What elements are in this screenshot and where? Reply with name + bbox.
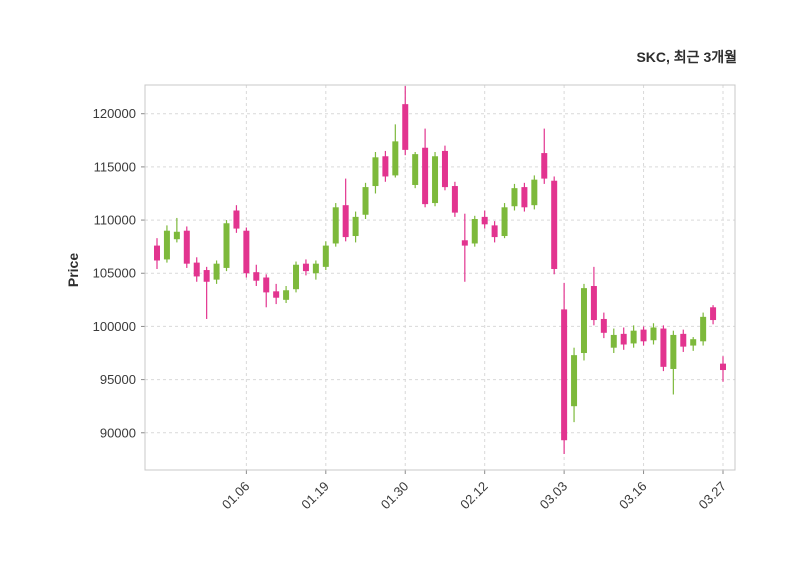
candle xyxy=(670,334,677,369)
candle xyxy=(561,309,568,441)
y-tick-label: 115000 xyxy=(94,159,136,174)
candle xyxy=(432,156,439,204)
candle xyxy=(481,216,488,225)
candle xyxy=(193,262,200,277)
candle xyxy=(293,264,300,290)
candle xyxy=(690,339,697,346)
candle xyxy=(720,363,726,371)
y-axis-label: Price xyxy=(65,252,81,288)
candle xyxy=(342,205,349,238)
candle xyxy=(422,147,429,205)
candle xyxy=(471,219,478,244)
candle xyxy=(551,180,558,269)
candle xyxy=(650,327,657,341)
candle xyxy=(610,334,617,348)
candle xyxy=(491,225,498,238)
x-tick-label: 01.30 xyxy=(378,479,412,513)
candle xyxy=(521,187,528,208)
candle xyxy=(580,288,587,354)
x-tick-label: 02.12 xyxy=(457,479,491,513)
candle xyxy=(243,230,250,274)
candle xyxy=(710,307,717,321)
candle xyxy=(322,245,329,267)
y-tick-label: 110000 xyxy=(94,213,136,228)
candle xyxy=(362,187,369,215)
chart-title: SKC, 최근 3개월 xyxy=(636,49,737,65)
plot-border xyxy=(144,84,736,471)
candle xyxy=(700,316,707,342)
candle xyxy=(183,230,190,264)
candle xyxy=(630,330,637,344)
candle xyxy=(660,328,667,367)
x-tick-label: 03.27 xyxy=(696,479,730,513)
y-tick-label: 120000 xyxy=(93,106,136,121)
candle xyxy=(203,270,210,282)
candle xyxy=(461,240,468,246)
candle xyxy=(163,230,170,260)
candle xyxy=(382,156,389,177)
candle xyxy=(372,157,379,187)
x-tick-label: 03.16 xyxy=(616,479,650,513)
candle xyxy=(253,272,260,281)
candle xyxy=(680,333,687,347)
candle xyxy=(392,141,399,176)
candle xyxy=(352,216,359,237)
candle xyxy=(451,186,458,213)
x-tick-label: 01.06 xyxy=(219,479,253,513)
candle xyxy=(173,231,180,240)
candle xyxy=(273,291,280,298)
candle xyxy=(312,263,319,274)
candle xyxy=(332,207,339,244)
candle xyxy=(541,153,548,179)
candle xyxy=(531,179,538,206)
y-tick-label: 90000 xyxy=(100,425,136,440)
y-tick-label: 100000 xyxy=(93,319,136,334)
candle xyxy=(412,154,419,185)
candle xyxy=(501,207,508,237)
candle xyxy=(640,329,647,342)
candle xyxy=(571,355,578,407)
y-tick-label: 105000 xyxy=(93,266,136,281)
candle xyxy=(283,290,290,300)
candle xyxy=(213,263,220,280)
y-tick-label: 95000 xyxy=(100,372,136,387)
candle xyxy=(223,223,230,268)
candle xyxy=(511,188,518,207)
candle xyxy=(233,210,240,229)
candle xyxy=(600,318,607,333)
candle xyxy=(620,333,627,345)
candle xyxy=(263,277,270,293)
x-tick-label: 03.03 xyxy=(537,479,571,513)
candle xyxy=(402,104,409,150)
x-tick-label: 01.19 xyxy=(298,479,332,513)
candle xyxy=(590,286,597,321)
candle xyxy=(154,245,160,261)
candle xyxy=(441,150,448,188)
candle xyxy=(302,263,309,272)
